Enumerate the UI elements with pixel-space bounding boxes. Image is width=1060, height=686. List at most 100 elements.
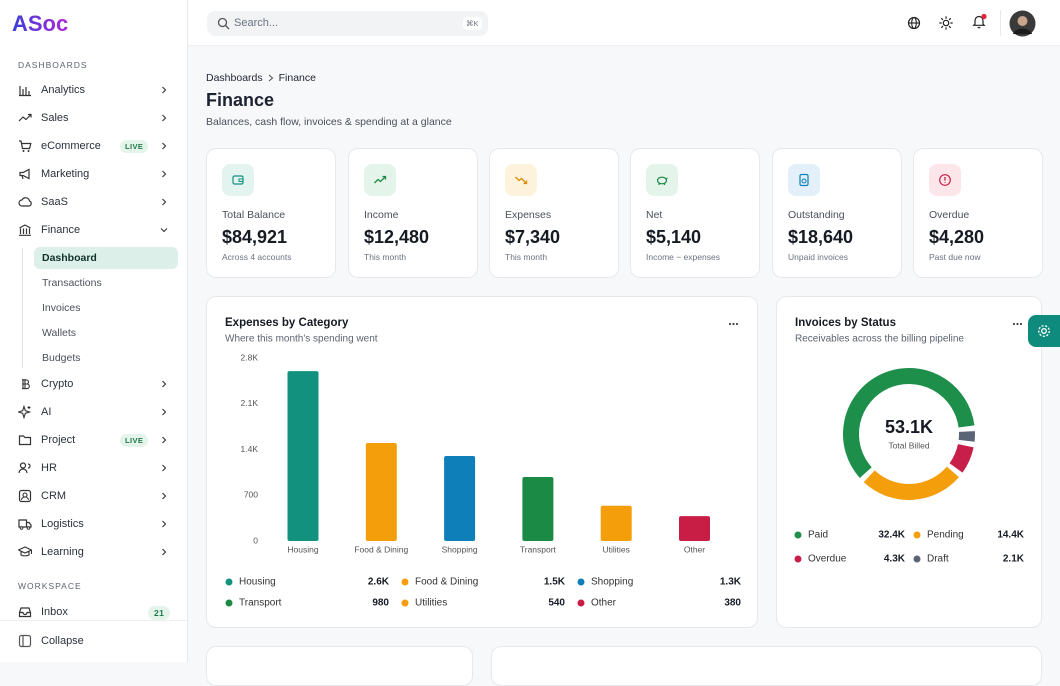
nav-item[interactable]: Marketing bbox=[10, 163, 178, 185]
nav-item[interactable]: CRM bbox=[10, 485, 178, 507]
y-tick-label: 2.1K bbox=[241, 398, 259, 408]
x-tick-label: Transport bbox=[520, 544, 557, 554]
chevron bbox=[160, 548, 168, 556]
x-tick-label: Utilities bbox=[602, 544, 629, 554]
settings-button[interactable] bbox=[1028, 315, 1060, 347]
chevron bbox=[160, 142, 168, 150]
notifications-button[interactable] bbox=[972, 13, 988, 30]
page-subtitle: Balances, cash flow, invoices & spending… bbox=[206, 116, 452, 128]
kpi-value: $4,280 bbox=[929, 227, 984, 248]
y-tick-label: 2.8K bbox=[241, 352, 259, 362]
kpi-icon bbox=[929, 164, 961, 196]
theme-button[interactable] bbox=[939, 16, 953, 30]
settings-icon bbox=[1036, 323, 1052, 339]
legend-value: 980 bbox=[372, 598, 389, 609]
nav-item[interactable]: Analytics bbox=[10, 79, 178, 101]
more-menu[interactable] bbox=[1013, 323, 1022, 325]
kpi-note: Unpaid invoices bbox=[788, 252, 848, 262]
brand-logo[interactable]: ASoc bbox=[12, 10, 82, 38]
kpi-label: Overdue bbox=[929, 209, 969, 221]
kpi-icon bbox=[788, 164, 820, 196]
nav-item[interactable]: AI bbox=[10, 401, 178, 423]
card bbox=[206, 646, 473, 686]
bar bbox=[288, 371, 319, 541]
kpi-note: Income − expenses bbox=[646, 252, 720, 262]
nav-label: Learning bbox=[41, 546, 84, 558]
bar bbox=[522, 477, 553, 541]
x-tick-label: Other bbox=[684, 544, 705, 554]
nav-icon bbox=[18, 83, 32, 97]
nav-icon bbox=[18, 139, 32, 153]
nav-label: Marketing bbox=[41, 168, 89, 180]
nav-label: CRM bbox=[41, 490, 66, 502]
nav-icon bbox=[18, 605, 32, 619]
nav-icon bbox=[18, 405, 32, 419]
nav-item[interactable]: Finance bbox=[10, 219, 178, 241]
search-box[interactable]: Search... ⌘K bbox=[207, 11, 488, 36]
collapse-label: Collapse bbox=[41, 635, 84, 647]
more-menu[interactable] bbox=[729, 323, 738, 325]
chevron bbox=[160, 436, 168, 444]
kpi-label: Expenses bbox=[505, 209, 551, 221]
legend-value: 14.4K bbox=[997, 530, 1024, 541]
card bbox=[491, 646, 1042, 686]
nav-icon bbox=[18, 517, 32, 531]
kpi-icon bbox=[222, 164, 254, 196]
chevron bbox=[160, 408, 168, 416]
legend-label: Shopping bbox=[591, 577, 633, 588]
kpi-label: Total Balance bbox=[222, 209, 285, 221]
legend-value: 2.1K bbox=[1003, 554, 1025, 565]
nav-item[interactable]: Sales bbox=[10, 107, 178, 129]
kpi-glyph bbox=[373, 173, 387, 187]
breadcrumb-item[interactable]: Dashboards bbox=[206, 72, 263, 84]
legend-swatch bbox=[578, 579, 585, 586]
nav-subitem[interactable]: Budgets bbox=[34, 347, 178, 369]
menu-dot bbox=[1013, 323, 1015, 325]
breadcrumb: Dashboards Finance bbox=[206, 72, 316, 84]
legend-swatch bbox=[914, 532, 921, 539]
nav-subitem[interactable]: Transactions bbox=[34, 272, 178, 294]
kpi-note: This month bbox=[364, 252, 406, 262]
menu-dot bbox=[729, 323, 731, 325]
nav-item[interactable]: Learning bbox=[10, 541, 178, 563]
legend-swatch bbox=[578, 600, 585, 607]
nav-label: eCommerce bbox=[41, 140, 101, 152]
breadcrumb-separator bbox=[263, 73, 279, 83]
nav-item[interactable]: SaaS bbox=[10, 191, 178, 213]
language-button[interactable] bbox=[907, 16, 921, 30]
legend-value: 540 bbox=[548, 598, 565, 609]
nav-item[interactable]: Logistics bbox=[10, 513, 178, 535]
kpi-glyph bbox=[231, 173, 245, 187]
chart-title: Invoices by Status bbox=[795, 317, 896, 329]
topbar: Search... ⌘K bbox=[188, 0, 1060, 46]
nav-item[interactable]: HR bbox=[10, 457, 178, 479]
section-header: WORKSPACE bbox=[18, 581, 82, 591]
nav-label: Sales bbox=[41, 112, 69, 124]
divider bbox=[1000, 10, 1001, 36]
nav-subitem[interactable]: Invoices bbox=[34, 297, 178, 319]
nav-subitem[interactable]: Dashboard bbox=[34, 247, 178, 269]
search-shortcut: ⌘K bbox=[463, 17, 482, 30]
user-avatar[interactable] bbox=[1009, 10, 1036, 37]
bar bbox=[601, 506, 632, 541]
nav-badge: LIVE bbox=[120, 434, 148, 447]
nav-item[interactable]: Crypto bbox=[10, 373, 178, 395]
page-title: Finance bbox=[206, 90, 274, 111]
y-tick-label: 1.4K bbox=[241, 444, 259, 454]
donut-segment bbox=[869, 472, 953, 492]
kpi-value: $84,921 bbox=[222, 227, 287, 248]
kpi-icon bbox=[505, 164, 537, 196]
collapse-button[interactable]: Collapse bbox=[10, 630, 178, 652]
nav-subitem[interactable]: Wallets bbox=[34, 322, 178, 344]
collapse-icon bbox=[18, 634, 32, 648]
y-tick-label: 700 bbox=[244, 490, 258, 500]
kpi-icon bbox=[364, 164, 396, 196]
x-tick-label: Housing bbox=[287, 544, 318, 554]
